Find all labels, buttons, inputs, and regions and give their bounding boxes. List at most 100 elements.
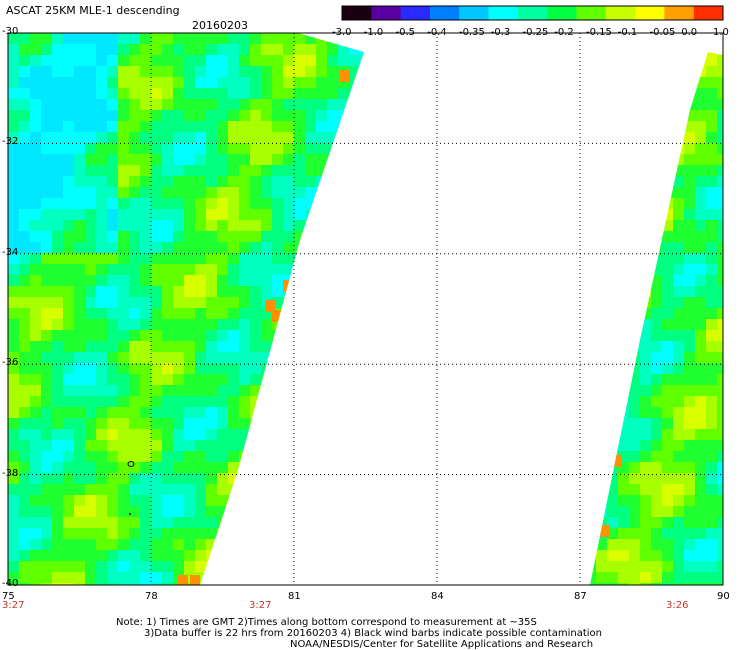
swath-pixel: [184, 220, 196, 232]
swath-pixel: [151, 187, 163, 199]
swath-pixel: [706, 286, 718, 298]
swath-pixel: [717, 121, 723, 133]
swath-pixel: [629, 374, 641, 386]
swath-pixel: [19, 308, 31, 320]
swath-pixel: [162, 528, 174, 540]
swath-pixel: [96, 396, 108, 408]
swath-pixel: [107, 231, 119, 243]
swath-pixel: [706, 583, 718, 585]
swath-pixel: [349, 407, 361, 419]
swath-pixel: [239, 121, 251, 133]
swath-pixel: [607, 143, 619, 155]
swath-pixel: [8, 396, 20, 408]
swath-pixel: [151, 407, 163, 419]
swath-pixel: [107, 77, 119, 89]
swath-pixel: [239, 33, 251, 45]
swath-pixel: [195, 341, 207, 353]
swath-pixel: [662, 319, 674, 331]
swath-pixel: [140, 429, 152, 441]
swath-pixel: [8, 385, 20, 397]
swath-pixel: [41, 462, 53, 474]
swath-pixel: [349, 110, 361, 122]
swath-pixel: [140, 363, 152, 375]
swath-pixel: [316, 66, 328, 78]
swath-pixel: [706, 308, 718, 320]
swath-pixel: [96, 418, 108, 430]
swath-pixel: [684, 275, 696, 287]
swath-pixel: [283, 143, 295, 155]
swath-pixel: [662, 52, 674, 56]
swath-pixel: [684, 462, 696, 474]
swath-pixel: [96, 264, 108, 276]
swath-pixel: [640, 99, 652, 111]
colorbar-segment: [517, 6, 548, 20]
swath-pixel: [217, 66, 229, 78]
swath-pixel: [184, 165, 196, 177]
swath-pixel: [173, 220, 185, 232]
swath-pixel: [695, 429, 707, 441]
swath-pixel: [74, 407, 86, 419]
swath-pixel: [673, 484, 685, 496]
swath-pixel: [228, 242, 240, 254]
swath-pixel: [629, 440, 641, 452]
swath-pixel: [250, 55, 262, 67]
swath-pixel: [640, 66, 652, 78]
swath-pixel: [85, 242, 97, 254]
swath-pixel: [173, 264, 185, 276]
swath-pixel: [349, 253, 361, 265]
swath-pixel: [184, 297, 196, 309]
swath-pixel: [195, 242, 207, 254]
swath-pixel: [96, 209, 108, 221]
swath-pixel: [217, 165, 229, 177]
swath-pixel: [96, 561, 108, 573]
swath-pixel: [41, 352, 53, 364]
swath-pixel: [640, 198, 652, 210]
swath-pixel: [162, 539, 174, 551]
swath-pixel: [30, 319, 42, 331]
swath-pixel: [272, 253, 284, 265]
swath-pixel: [629, 220, 641, 232]
swath-pixel: [305, 198, 317, 210]
swath-pixel: [283, 66, 295, 78]
swath-pixel: [107, 484, 119, 496]
swath-pixel: [162, 363, 174, 375]
swath-pixel: [283, 231, 295, 243]
swath-pixel: [63, 407, 75, 419]
swath-pixel: [118, 187, 130, 199]
swath-pixel: [283, 253, 295, 265]
swath-pixel: [673, 209, 685, 221]
swath-pixel: [294, 308, 306, 320]
swath-pixel: [706, 176, 718, 188]
swath-pixel: [85, 55, 97, 67]
swath-pixel: [85, 517, 97, 529]
swath-pixel: [684, 176, 696, 188]
swath-pixel: [349, 550, 361, 562]
swath-pixel: [30, 220, 42, 232]
swath-pixel: [283, 561, 295, 573]
swath-pixel: [706, 132, 718, 144]
swath-pixel: [294, 165, 306, 177]
swath-pixel: [74, 561, 86, 573]
swath-pixel: [162, 473, 174, 485]
swath-pixel: [217, 198, 229, 210]
swath-pixel: [294, 572, 306, 584]
swath-pixel: [618, 264, 630, 276]
swath-pixel: [228, 198, 240, 210]
swath-pixel: [74, 187, 86, 199]
swath-pixel: [618, 539, 630, 551]
swath-pixel: [618, 143, 630, 155]
swath-pixel: [261, 198, 273, 210]
swath-pixel: [629, 319, 641, 331]
swath-pixel: [63, 374, 75, 386]
swath-pixel: [651, 231, 663, 243]
swath-pixel: [151, 561, 163, 573]
swath-pixel: [41, 253, 53, 265]
swath-pixel: [695, 297, 707, 309]
swath-pixel: [118, 462, 130, 474]
swath-pixel: [195, 132, 207, 144]
swath-pixel: [162, 484, 174, 496]
swath-pixel: [360, 308, 364, 320]
swath-pixel: [30, 253, 42, 265]
swath-pixel: [651, 440, 663, 452]
swath-pixel: [239, 517, 251, 529]
